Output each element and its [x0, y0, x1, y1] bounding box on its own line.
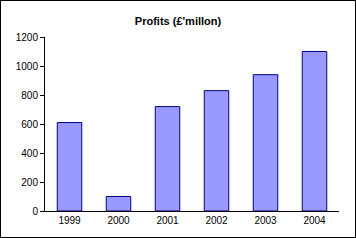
svg-text:200: 200	[21, 177, 38, 188]
svg-text:2002: 2002	[205, 215, 228, 226]
svg-text:2004: 2004	[303, 215, 326, 226]
svg-text:1999: 1999	[58, 215, 81, 226]
svg-text:600: 600	[21, 119, 38, 130]
svg-text:Profits (£'millon): Profits (£'millon)	[135, 15, 222, 27]
svg-text:1000: 1000	[16, 61, 39, 72]
svg-text:2000: 2000	[107, 215, 130, 226]
svg-text:400: 400	[21, 148, 38, 159]
svg-text:2001: 2001	[156, 215, 179, 226]
svg-text:800: 800	[21, 90, 38, 101]
svg-text:0: 0	[32, 206, 38, 217]
svg-text:2003: 2003	[254, 215, 277, 226]
svg-text:1200: 1200	[16, 32, 39, 43]
